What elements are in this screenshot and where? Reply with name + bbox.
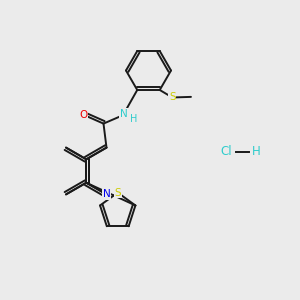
Text: H: H	[130, 114, 137, 124]
Text: Cl: Cl	[221, 145, 232, 158]
Text: H: H	[252, 145, 261, 158]
Text: S: S	[114, 188, 121, 198]
Text: N: N	[103, 189, 110, 200]
Text: S: S	[169, 92, 176, 103]
Text: O: O	[79, 110, 87, 120]
Text: N: N	[120, 109, 128, 119]
